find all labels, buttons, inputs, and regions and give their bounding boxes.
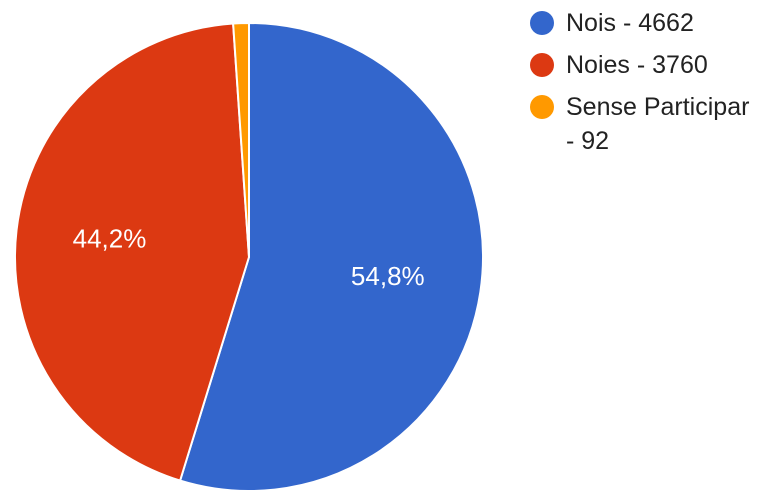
legend-label-sense-participar: Sense Participar - 92 bbox=[566, 93, 750, 155]
pie-slices bbox=[14, 21, 484, 492]
pie-slice-nois[interactable] bbox=[178, 21, 484, 492]
slice-percent-label-nois: 54,8% bbox=[351, 261, 425, 291]
legend-label-nois: Nois - 4662 bbox=[566, 9, 694, 37]
legend-label-noies: Noies - 3760 bbox=[566, 51, 708, 79]
legend-item-nois[interactable]: Nois - 4662 bbox=[530, 6, 754, 40]
legend-item-sense-participar[interactable]: Sense Participar - 92 bbox=[530, 90, 754, 158]
pie-slice-sense-participar[interactable] bbox=[232, 21, 250, 258]
chart-legend: Nois - 4662 Noies - 3760 Sense Participa… bbox=[530, 6, 754, 166]
legend-swatch-noies bbox=[530, 53, 554, 77]
legend-swatch-sense-participar bbox=[530, 95, 554, 119]
pie-slice-noies[interactable] bbox=[14, 22, 251, 482]
slice-percent-label-noies: 44,2% bbox=[73, 224, 147, 254]
legend-swatch-nois bbox=[530, 11, 554, 35]
legend-item-noies[interactable]: Noies - 3760 bbox=[530, 48, 754, 82]
pie-slice-labels: 54,8% 44,2% bbox=[73, 224, 425, 291]
